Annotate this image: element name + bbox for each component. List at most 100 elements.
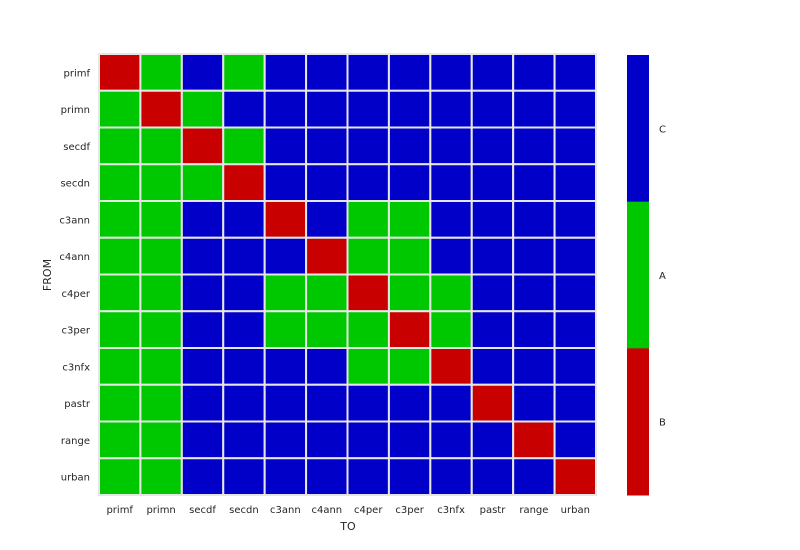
heatmap-cell-secdn-c3ann — [263, 163, 308, 202]
heatmap-cell-range-c3ann — [263, 420, 308, 460]
heatmap-cell-range-c3per — [387, 420, 432, 460]
heatmap-cell-c3ann-secdn — [222, 200, 266, 239]
heatmap-cell-range-range — [512, 420, 556, 460]
heatmap-cell-c4ann-secdf — [180, 236, 225, 276]
x-tick-label: secdf — [189, 505, 216, 516]
heatmap-cell-c3nfx-primn — [139, 347, 183, 386]
heatmap-cell-pastr-secdf — [180, 383, 225, 423]
heatmap-cell-c4ann-c4per — [346, 236, 390, 276]
x-tick-label: secdn — [229, 505, 259, 516]
heatmap-cell-pastr-c3nfx — [429, 383, 473, 423]
heatmap-cell-c4per-c4per — [346, 273, 390, 313]
colorbar-label-A: A — [659, 271, 666, 282]
x-tick-label: range — [519, 505, 548, 516]
heatmap-cell-c3ann-pastr — [470, 200, 515, 239]
heatmap-cell-c3per-secdn — [222, 310, 266, 349]
heatmap-cell-c4per-c3per — [387, 273, 432, 313]
heatmap-cell-c4ann-c3per — [387, 236, 432, 276]
heatmap-cell-primf-secdn — [222, 53, 266, 92]
heatmap-cell-pastr-secdn — [222, 383, 266, 423]
heatmap-cell-range-pastr — [470, 420, 515, 460]
heatmap-cell-c3ann-c3nfx — [429, 200, 473, 239]
heatmap-cell-c3nfx-c3per — [387, 347, 432, 386]
heatmap-cell-range-c4per — [346, 420, 390, 460]
heatmap-cell-c4ann-range — [512, 236, 556, 276]
heatmap-cell-pastr-c3per — [387, 383, 432, 423]
y-axis-label: FROM — [41, 259, 54, 291]
heatmap-cell-c3nfx-range — [512, 347, 556, 386]
heatmap-cell-c3nfx-c4ann — [305, 347, 349, 386]
y-tick-label: c3per — [62, 326, 91, 337]
y-tick-label: urban — [61, 473, 90, 484]
heatmap-cell-primf-secdf — [180, 53, 225, 92]
heatmap-cell-c4ann-pastr — [470, 236, 515, 276]
heatmap-cell-c4ann-c4ann — [305, 236, 349, 276]
heatmap-cell-urban-c4ann — [305, 457, 349, 496]
colorbar-label-B: B — [659, 418, 666, 429]
heatmap-cell-secdn-c3per — [387, 163, 432, 202]
colorbar-segment-A — [627, 201, 649, 349]
heatmap-cell-secdf-c3ann — [263, 126, 308, 166]
heatmap-cell-c3ann-range — [512, 200, 556, 239]
heatmap-cell-primn-pastr — [470, 89, 515, 129]
heatmap-cell-range-urban — [553, 420, 597, 460]
heatmap-cell-c4per-c4ann — [305, 273, 349, 313]
y-tick-label: primf — [64, 68, 91, 79]
heatmap-cell-pastr-primn — [139, 383, 183, 423]
heatmap-cell-c4ann-primf — [98, 236, 142, 276]
heatmap-cell-urban-c4per — [346, 457, 390, 496]
heatmap-cell-secdf-secdn — [222, 126, 266, 166]
heatmap-cell-secdn-c3nfx — [429, 163, 473, 202]
heatmap-cell-c4ann-urban — [553, 236, 597, 276]
y-tick-label: c3nfx — [62, 362, 90, 373]
heatmap-cell-urban-c3per — [387, 457, 432, 496]
heatmap-cell-c3ann-c3per — [387, 200, 432, 239]
heatmap-cell-urban-c3ann — [263, 457, 308, 496]
heatmap-cell-pastr-pastr — [470, 383, 515, 423]
heatmap-cell-secdf-secdf — [180, 126, 225, 166]
heatmap-cell-c3nfx-primf — [98, 347, 142, 386]
heatmap-cell-c3nfx-c3ann — [263, 347, 308, 386]
heatmap-cell-pastr-urban — [553, 383, 597, 423]
heatmap-cell-c4ann-c3ann — [263, 236, 308, 276]
y-tick-label: secdn — [60, 179, 90, 190]
x-tick-label: c3nfx — [437, 505, 465, 516]
heatmap-cell-secdn-secdf — [180, 163, 225, 202]
heatmap-cell-c3per-primf — [98, 310, 142, 349]
x-tick-label: c3per — [395, 505, 424, 516]
x-tick-labels: primf primn secdf secdn c3ann c4ann c4per c3per… — [106, 505, 589, 516]
heatmap-cell-secdn-secdn — [222, 163, 266, 202]
heatmap-cell-c3nfx-urban — [553, 347, 597, 386]
heatmap-cell-c4per-c3ann — [263, 273, 308, 313]
heatmap-cell-primn-urban — [553, 89, 597, 129]
heatmap-cell-secdf-c4ann — [305, 126, 349, 166]
heatmap-cell-c3nfx-c3nfx — [429, 347, 473, 386]
heatmap-cell-primn-primf — [98, 89, 142, 129]
y-tick-label: c4ann — [59, 252, 90, 263]
heatmap-cell-urban-pastr — [470, 457, 515, 496]
heatmap-cell-pastr-range — [512, 383, 556, 423]
heatmap-cell-c4per-secdf — [180, 273, 225, 313]
y-tick-label: c4per — [62, 289, 91, 300]
heatmap-cell-urban-urban — [553, 457, 597, 496]
heatmap-cell-primn-secdf — [180, 89, 225, 129]
heatmap-cell-secdn-pastr — [470, 163, 515, 202]
heatmap-cell-secdf-c4per — [346, 126, 390, 166]
y-tick-label: c3ann — [59, 215, 90, 226]
heatmap-cell-pastr-c4ann — [305, 383, 349, 423]
heatmap-cell-urban-secdn — [222, 457, 266, 496]
heatmap-cell-c3per-pastr — [470, 310, 515, 349]
heatmap-cell-secdn-range — [512, 163, 556, 202]
heatmap-cell-c3per-c3nfx — [429, 310, 473, 349]
x-tick-label: urban — [561, 505, 590, 516]
heatmap-cell-range-c4ann — [305, 420, 349, 460]
heatmap-cell-c4per-primf — [98, 273, 142, 313]
colorbar-label-C: C — [659, 124, 666, 135]
heatmap-cell-pastr-primf — [98, 383, 142, 423]
heatmap-cell-secdn-primn — [139, 163, 183, 202]
heatmap-cell-c4per-primn — [139, 273, 183, 313]
heatmap-cell-secdn-primf — [98, 163, 142, 202]
heatmap-cell-secdf-primf — [98, 126, 142, 166]
heatmap-cell-c3ann-c4per — [346, 200, 390, 239]
heatmap-cell-c4per-c3nfx — [429, 273, 473, 313]
